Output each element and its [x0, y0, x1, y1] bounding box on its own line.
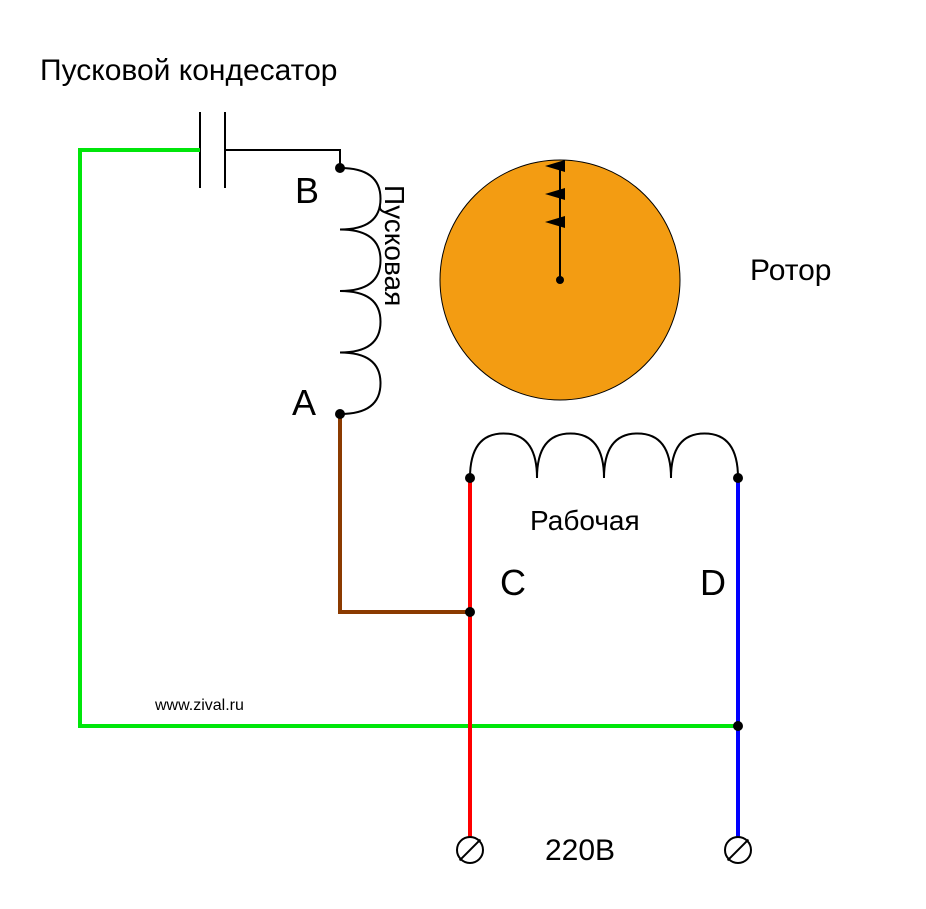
node-4 — [465, 607, 475, 617]
node-1 — [335, 409, 345, 419]
label-title: Пусковой кондесатор — [40, 54, 337, 87]
wire-brown — [340, 414, 470, 612]
label-starting: Пусковая — [379, 185, 410, 306]
label-D: D — [700, 562, 726, 603]
node-5 — [733, 721, 743, 731]
node-3 — [733, 473, 743, 483]
label-rotor: Ротор — [750, 254, 832, 287]
terminal-right — [725, 837, 751, 863]
label-voltage: 220В — [545, 834, 615, 867]
label-working: Рабочая — [530, 505, 640, 536]
label-url: www.zival.ru — [154, 697, 244, 714]
coil-working — [470, 433, 738, 478]
label-C: C — [500, 562, 526, 603]
node-0 — [335, 163, 345, 173]
label-B: B — [295, 170, 319, 211]
node-2 — [465, 473, 475, 483]
coil-starting — [340, 168, 381, 414]
terminal-left — [457, 837, 483, 863]
label-A: A — [292, 382, 316, 423]
wire-cap-to-b — [225, 150, 340, 168]
